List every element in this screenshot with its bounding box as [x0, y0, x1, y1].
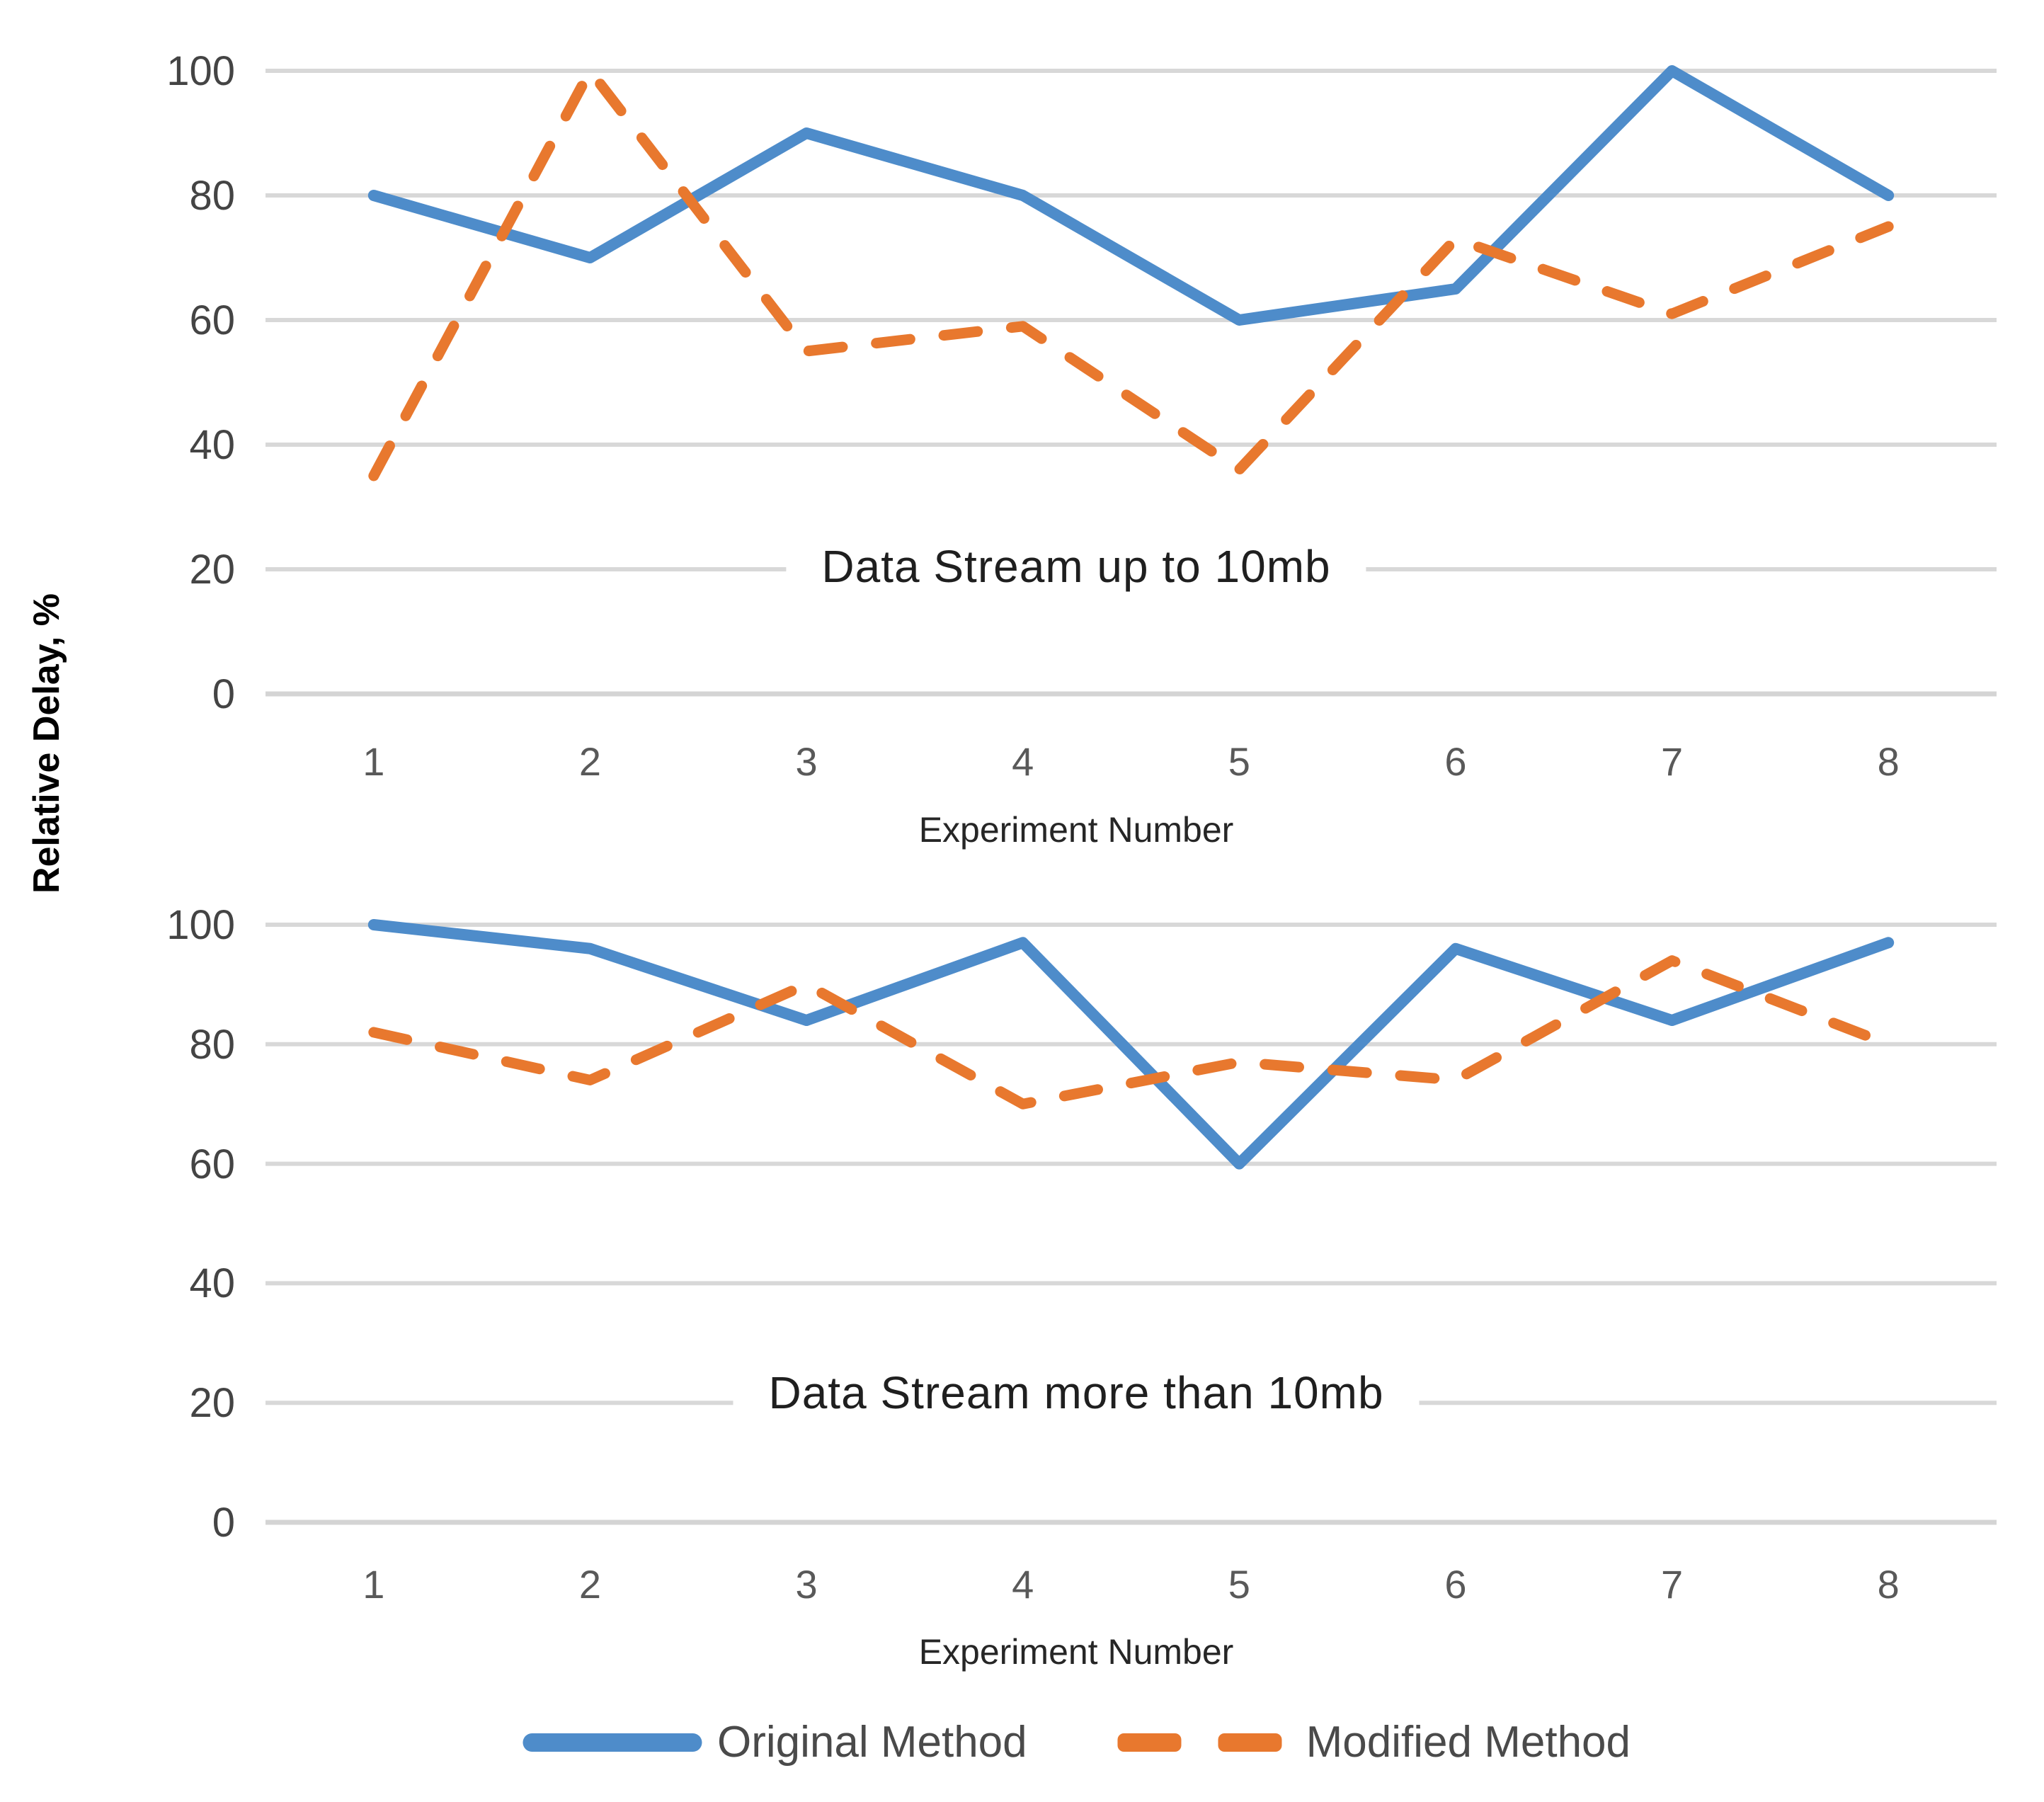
- y-tick-label: 40: [189, 1260, 235, 1307]
- legend-dash-segment: [1218, 1733, 1282, 1752]
- x-tick-label: 3: [795, 1562, 818, 1607]
- y-tick-label: 20: [189, 1380, 235, 1427]
- x-tick-label: 2: [578, 1562, 602, 1607]
- chart-title-top: Data Stream up to 10mb: [786, 535, 1366, 598]
- chart-title-bottom: Data Stream more than 10mb: [733, 1361, 1420, 1425]
- legend: Original Method Modified Method: [522, 1717, 1631, 1767]
- x-tick-label: 2: [578, 739, 602, 784]
- y-axis-title: Relative Delay, %: [26, 593, 67, 894]
- y-tick-label: 0: [212, 671, 235, 717]
- series-line-modified: [368, 65, 1894, 481]
- x-tick-label: 7: [1660, 739, 1684, 784]
- x-tick-label: 1: [362, 1562, 385, 1607]
- x-tick-label: 8: [1877, 739, 1900, 784]
- legend-label-original: Original Method: [716, 1718, 1027, 1767]
- x-axis-title-top: Experiment Number: [918, 810, 1234, 850]
- x-tick-label: 5: [1228, 1562, 1250, 1607]
- y-tick-label: 100: [166, 48, 235, 94]
- series-line-original: [367, 65, 1895, 326]
- y-tick-label: 40: [189, 422, 235, 468]
- series-line-modified: [368, 955, 1894, 1110]
- legend-dashed-line-swatch: [1117, 1733, 1282, 1752]
- y-tick-label: 100: [166, 902, 235, 948]
- x-tick-label: 1: [362, 739, 385, 784]
- x-tick-label: 7: [1660, 1562, 1684, 1607]
- y-tick-label: 80: [189, 173, 235, 219]
- x-tick-label: 8: [1877, 1562, 1900, 1607]
- x-tick-label: 6: [1444, 739, 1467, 784]
- x-tick-label: 5: [1228, 739, 1250, 784]
- x-tick-label: 4: [1012, 1562, 1034, 1607]
- x-tick-label: 3: [795, 739, 818, 784]
- x-axis-title-bottom: Experiment Number: [918, 1632, 1234, 1672]
- x-tick-label: 4: [1012, 739, 1034, 784]
- series-line-original: [367, 919, 1895, 1170]
- legend-dash-segment: [1117, 1733, 1182, 1752]
- y-tick-label: 0: [212, 1500, 235, 1546]
- x-tick-label: 6: [1444, 1562, 1467, 1607]
- legend-solid-line-swatch: [522, 1733, 702, 1752]
- legend-label-modified: Modified Method: [1306, 1718, 1631, 1767]
- y-tick-label: 60: [189, 1141, 235, 1187]
- y-tick-label: 60: [189, 297, 235, 343]
- y-tick-label: 80: [189, 1021, 235, 1068]
- y-tick-label: 20: [189, 547, 235, 593]
